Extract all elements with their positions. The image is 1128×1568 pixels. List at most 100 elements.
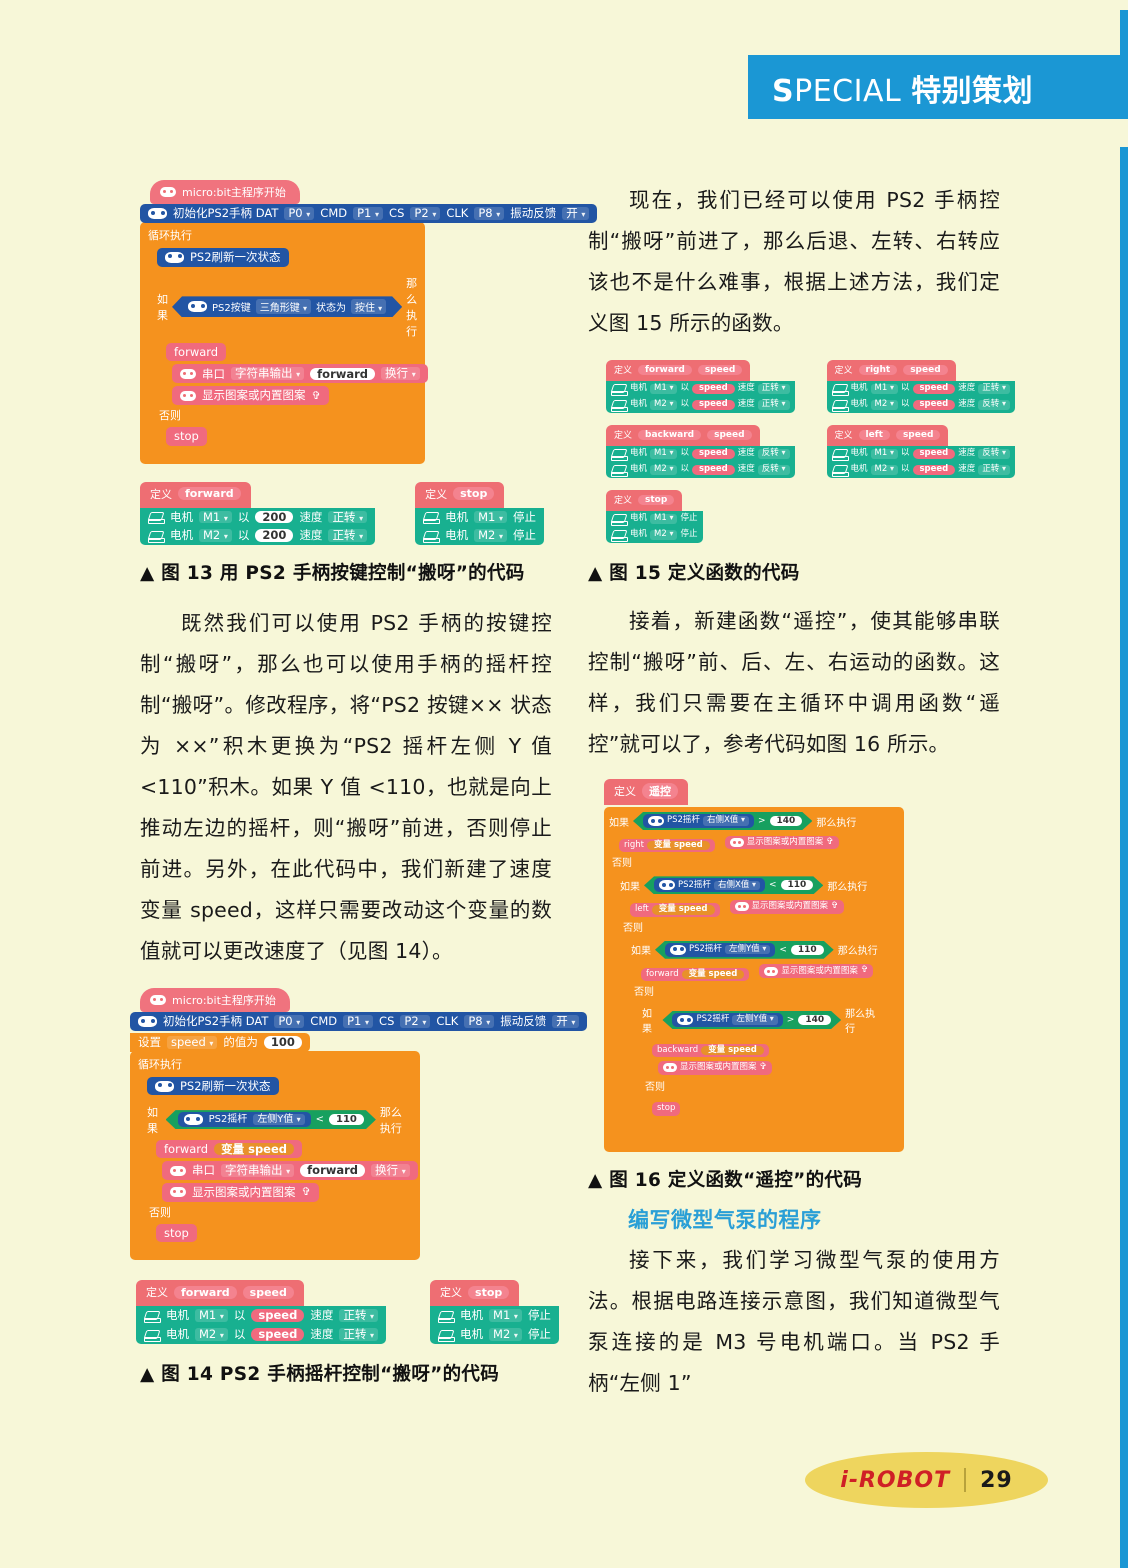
block-motor-m2-stop[interactable]: 电机 M2 ▾ 停止: [430, 1325, 559, 1344]
speed-variable[interactable]: speed: [251, 1328, 305, 1341]
dropdown-motor-port[interactable]: M2 ▾: [870, 399, 898, 410]
block-onstart[interactable]: micro:bit主程序开始: [140, 988, 290, 1013]
dropdown-clk-pin[interactable]: P8 ▾: [474, 207, 505, 220]
dropdown-motor-port[interactable]: M1 ▾: [650, 448, 678, 459]
argument-variable[interactable]: 变量 speed: [701, 1045, 764, 1056]
block-compare[interactable]: PS2摇杆 右侧X值 ▾ <110: [644, 876, 823, 894]
dropdown-direction[interactable]: 正转 ▾: [339, 1309, 379, 1323]
block-if-else[interactable]: 如果 PS2摇杆 右侧X值 ▾ >140 那么执行 right 变量 speed 显示图案或内…: [604, 807, 904, 1152]
compare-value[interactable]: 110: [791, 945, 824, 955]
text-value-forward[interactable]: forward: [310, 367, 376, 381]
block-motor-m1[interactable]: 电机 M1 ▾ 以 speed 速度 正转 ▾: [606, 381, 795, 397]
block-ps2-refresh[interactable]: PS2刷新一次状态: [147, 1076, 279, 1096]
argument-variable[interactable]: 变量 speed: [681, 969, 745, 980]
block-motor-m1[interactable]: 电机 M1 ▾ 以 speed 速度 正转 ▾: [136, 1306, 387, 1326]
dropdown-motor-port[interactable]: M2 ▾: [474, 529, 508, 543]
argument-variable[interactable]: 变量 speed: [214, 1142, 295, 1156]
block-serial-write[interactable]: 串口 字符串输出 ▾ forward 换行 ▾: [172, 364, 428, 384]
dropdown-axis[interactable]: 左侧Y值 ▾: [725, 945, 770, 954]
dropdown-motor-port[interactable]: M2 ▾: [650, 529, 678, 540]
dropdown-newline[interactable]: 换行 ▾: [371, 1164, 410, 1178]
block-call-stop[interactable]: stop: [652, 1102, 681, 1116]
block-ps2-stick[interactable]: PS2摇杆 左侧Y值 ▾: [178, 1112, 311, 1127]
block-define-right[interactable]: 定义 right speed: [826, 360, 956, 381]
argument-variable[interactable]: 变量 speed: [646, 840, 710, 851]
variable-value[interactable]: 100: [263, 1036, 302, 1049]
block-if-else[interactable]: 如果 PS2摇杆 左侧Y值 ▾ <110 那么执行 forward 变量 speed 显示图案…: [626, 935, 890, 1134]
block-define-forward[interactable]: 定义 forward speed: [606, 360, 751, 381]
block-show-icon[interactable]: 显示图案或内置图案 ✞: [724, 835, 839, 850]
dropdown-direction[interactable]: 反转 ▾: [757, 464, 790, 475]
speed-variable[interactable]: speed: [251, 1309, 305, 1323]
dropdown-motor-port[interactable]: M1 ▾: [870, 383, 898, 394]
block-define-forward[interactable]: 定义 forward: [140, 481, 251, 508]
dropdown-motor-port[interactable]: M2 ▾: [870, 464, 898, 475]
block-if-else[interactable]: 如果 PS2摇杆 左侧Y值 ▾ < 110 那么执行: [141, 1098, 418, 1252]
dropdown-direction[interactable]: 反转 ▾: [978, 399, 1010, 410]
dropdown-motor-port[interactable]: M1 ▾: [870, 448, 898, 459]
dropdown-direction[interactable]: 正转 ▾: [328, 529, 368, 543]
dropdown-axis[interactable]: 右侧X值 ▾: [703, 816, 749, 825]
speed-variable[interactable]: speed: [912, 383, 956, 394]
dropdown-motor-port[interactable]: M1 ▾: [650, 513, 678, 524]
speed-value[interactable]: 200: [255, 510, 294, 524]
dropdown-direction[interactable]: 反转 ▾: [757, 448, 790, 459]
block-motor-m1-stop[interactable]: 电机 M1 ▾ 停止: [430, 1306, 559, 1326]
block-motor-m2-stop[interactable]: 电机 M2 ▾ 停止: [415, 526, 545, 546]
block-set-variable[interactable]: 设置 speed ▾ 的值为 100: [130, 1033, 310, 1052]
block-motor-m2[interactable]: 电机 M2 ▾ 以 speed 速度 反转 ▾: [826, 397, 1015, 413]
block-motor-m1[interactable]: 电机 M1 ▾ 以 speed 速度 反转 ▾: [606, 446, 795, 462]
dropdown-motor-port[interactable]: M1 ▾: [195, 1309, 228, 1323]
block-call-stop[interactable]: stop: [156, 1223, 197, 1243]
block-call-forward[interactable]: forward 变量 speed: [156, 1139, 303, 1159]
speed-variable[interactable]: speed: [912, 464, 956, 475]
block-define-left[interactable]: 定义 left speed: [826, 425, 949, 446]
dropdown-direction[interactable]: 正转 ▾: [978, 464, 1010, 475]
block-call-right[interactable]: right 变量 speed: [619, 839, 715, 853]
dropdown-motor-port[interactable]: M2 ▾: [195, 1328, 228, 1341]
block-forever-loop[interactable]: 循环执行 PS2刷新一次状态 如果 PS2按键 三角形键 ▾: [140, 222, 428, 464]
dropdown-direction[interactable]: 正转 ▾: [339, 1328, 379, 1341]
dropdown-direction[interactable]: 正转 ▾: [757, 383, 790, 394]
block-ps2-init[interactable]: 初始化PS2手柄 DAT P0 ▾ CMD P1 ▾ CS P2 ▾ CLK P…: [140, 204, 598, 223]
speed-variable[interactable]: speed: [912, 399, 956, 410]
block-ps2-stick[interactable]: PS2摇杆 右侧X值 ▾: [654, 878, 765, 892]
block-show-icon[interactable]: 显示图案或内置图案 ✞: [172, 386, 329, 405]
block-define-stop[interactable]: 定义 stop: [430, 1280, 520, 1307]
block-motor-m1[interactable]: 电机 M1 ▾ 以 200 速度 正转 ▾: [140, 507, 376, 527]
block-motor-m2[interactable]: 电机 M2 ▾ 以 200 速度 正转 ▾: [140, 526, 376, 546]
block-call-forward[interactable]: forward 变量 speed: [641, 967, 750, 982]
block-motor-m1[interactable]: 电机 M1 ▾ 以 speed 速度 正转 ▾: [826, 381, 1015, 397]
dropdown-axis[interactable]: 右侧X值 ▾: [714, 881, 760, 890]
dropdown-variable[interactable]: speed ▾: [167, 1036, 218, 1049]
argument-variable[interactable]: 变量 speed: [651, 904, 715, 915]
block-ps2-stick[interactable]: PS2摇杆 左侧Y值 ▾: [672, 1013, 782, 1027]
dropdown-motor-port[interactable]: M2 ▾: [199, 529, 232, 543]
block-serial-write[interactable]: 串口 字符串输出 ▾ forward 换行 ▾: [162, 1161, 418, 1181]
block-show-icon[interactable]: 显示图案或内置图案 ✞: [162, 1183, 319, 1202]
dropdown-direction[interactable]: 正转 ▾: [328, 510, 368, 524]
speed-variable[interactable]: speed: [912, 448, 956, 459]
block-if-else[interactable]: 如果 PS2摇杆 左侧Y值 ▾ >140 那么执行 backward 变量 speed 显示图…: [637, 1000, 883, 1125]
block-motor-m2[interactable]: 电机 M2 ▾ 以 speed 速度 正转 ▾: [136, 1325, 387, 1344]
dropdown-motor-port[interactable]: M1 ▾: [199, 510, 232, 524]
block-compare[interactable]: PS2摇杆 右侧X值 ▾ >140: [633, 812, 812, 830]
block-if-else[interactable]: 如果 PS2摇杆 右侧X值 ▾ <110 那么执行 left 变量 speed 显示图案或内置…: [615, 871, 897, 1143]
speed-variable[interactable]: speed: [692, 383, 735, 394]
compare-value[interactable]: 140: [770, 816, 803, 826]
block-define-remote[interactable]: 定义 遥控: [604, 779, 688, 805]
dropdown-serial-mode[interactable]: 字符串输出 ▾: [221, 1164, 295, 1178]
block-motor-m2[interactable]: 电机 M2 ▾ 以 speed 速度 正转 ▾: [826, 462, 1015, 478]
compare-value[interactable]: 110: [781, 880, 814, 890]
speed-variable[interactable]: speed: [692, 399, 735, 410]
dropdown-button[interactable]: 三角形键 ▾: [256, 299, 311, 314]
block-compare[interactable]: PS2摇杆 左侧Y值 ▾ < 110: [166, 1110, 376, 1129]
block-call-left[interactable]: left 变量 speed: [630, 903, 720, 917]
dropdown-dat-pin[interactable]: P0 ▾: [284, 207, 315, 220]
block-motor-m2[interactable]: 电机 M2 ▾ 以 speed 速度 正转 ▾: [606, 397, 795, 413]
block-motor-m1-stop[interactable]: 电机 M1 ▾ 停止: [415, 507, 545, 527]
block-ps2-stick[interactable]: PS2摇杆 左侧Y值 ▾: [665, 943, 775, 957]
block-onstart[interactable]: micro:bit主程序开始: [150, 180, 300, 204]
dropdown-serial-mode[interactable]: 字符串输出 ▾: [231, 367, 305, 381]
block-compare[interactable]: PS2摇杆 左侧Y值 ▾ <110: [655, 941, 834, 959]
